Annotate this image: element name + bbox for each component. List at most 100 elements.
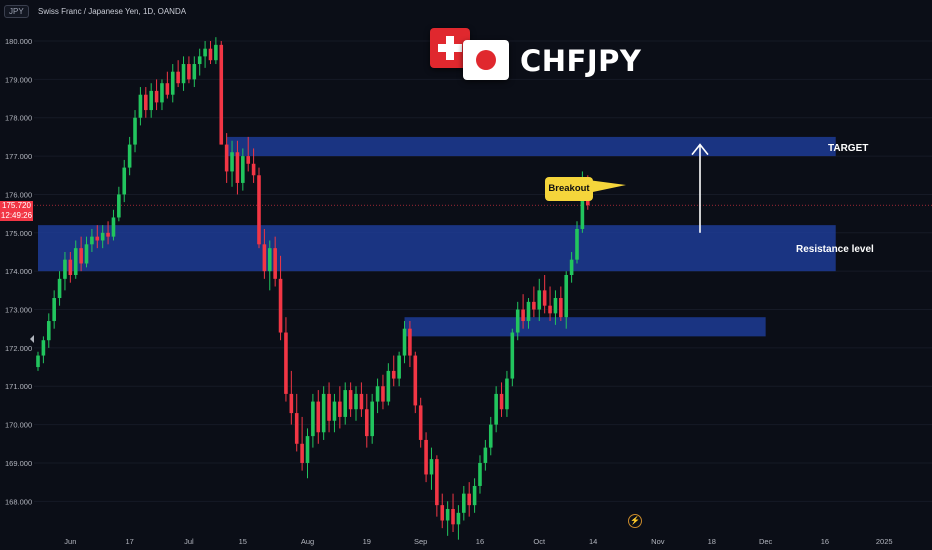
zone-target	[226, 136, 836, 157]
x-tick-label: Dec	[759, 537, 773, 546]
candle-body	[564, 275, 569, 318]
candle-body	[429, 459, 434, 475]
candle-body	[510, 332, 515, 379]
y-tick-label: 175.000	[5, 229, 32, 238]
candle-body	[332, 401, 337, 421]
candle-body	[251, 163, 256, 176]
candle-body	[397, 355, 401, 379]
y-tick-label: 174.000	[5, 267, 32, 276]
bar-countdown: 12:49:26	[0, 211, 33, 220]
candle-body	[117, 194, 121, 218]
candle-body	[90, 236, 94, 245]
japan-flag-icon	[463, 40, 509, 80]
candle-body	[224, 144, 229, 172]
candle-body	[219, 44, 224, 145]
candle-body	[526, 301, 531, 322]
candle-body	[63, 259, 67, 279]
x-tick-label: Aug	[301, 537, 314, 546]
candle-body	[408, 328, 412, 356]
candle-body	[41, 340, 46, 356]
candle-body	[170, 71, 175, 95]
candle-body	[532, 301, 536, 310]
candle-body	[348, 390, 353, 410]
candle-body	[316, 401, 321, 433]
candle-body	[79, 248, 83, 264]
y-tick-label: 172.000	[5, 344, 32, 353]
candles	[36, 37, 590, 540]
y-tick-label: 176.000	[5, 190, 32, 199]
y-tick-label: 177.000	[5, 152, 32, 161]
candle-body	[294, 413, 299, 444]
scroll-left-icon[interactable]	[30, 335, 34, 343]
candle-body	[230, 152, 234, 172]
candle-body	[542, 290, 547, 306]
candle-body	[181, 64, 186, 84]
price-axis[interactable]: 180.000 179.000 178.000 177.000 176.000 175.0…	[5, 37, 32, 506]
candle-body	[521, 309, 525, 322]
x-tick-label: 2025	[876, 537, 893, 546]
candle-body	[46, 321, 51, 341]
symbol-badge[interactable]: JPY	[4, 5, 29, 18]
candle-body	[445, 508, 450, 521]
candle-body	[111, 217, 116, 237]
price-zones	[38, 136, 836, 337]
time-axis[interactable]: Jun 17 Jul 15 Aug 19 Sep 16 Oct 14 Nov 18 Dec 16 2025	[64, 537, 892, 546]
candle-body	[68, 259, 73, 275]
candle-body	[483, 447, 488, 463]
candle-body	[321, 393, 326, 433]
candle-body	[208, 48, 213, 61]
candle-body	[311, 401, 315, 437]
candle-body	[338, 401, 342, 417]
candle-body	[154, 90, 159, 103]
zone-resistance	[38, 225, 836, 272]
candle-body	[381, 386, 385, 402]
candle-body	[84, 244, 89, 264]
candle-body	[456, 512, 461, 525]
current-price-value: 175.720	[2, 201, 31, 210]
current-price-tag: 175.720 12:49:26	[0, 201, 33, 221]
x-tick-label: 14	[589, 537, 597, 546]
candle-body	[57, 278, 62, 299]
candle-body	[144, 94, 148, 111]
candle-body	[440, 505, 445, 521]
candle-body	[305, 436, 310, 463]
candle-body	[499, 393, 504, 410]
candle-body	[559, 298, 563, 318]
target-arrow-head	[691, 143, 709, 156]
y-tick-label: 179.000	[5, 75, 32, 84]
pair-title: CHFJPY	[520, 44, 642, 78]
candle-body	[273, 248, 277, 279]
target-zone-label: TARGET	[828, 143, 869, 154]
candle-body	[241, 156, 245, 183]
y-tick-label: 173.000	[5, 306, 32, 315]
candle-body	[370, 401, 374, 437]
lightning-icon[interactable]: ⚡	[628, 514, 642, 528]
candle-body	[580, 179, 585, 229]
y-tick-label: 169.000	[5, 459, 32, 468]
candle-body	[569, 259, 574, 275]
x-tick-label: Sep	[414, 537, 427, 546]
candle-body	[467, 493, 471, 506]
candle-body	[343, 390, 348, 417]
chart-title: Swiss Franc / Japanese Yen, 1D, OANDA	[38, 7, 187, 16]
candle-body	[138, 94, 143, 118]
candle-body	[160, 83, 164, 103]
x-tick-label: Jun	[64, 537, 76, 546]
y-tick-label: 171.000	[5, 382, 32, 391]
candle-body	[289, 393, 294, 414]
candle-body	[203, 48, 207, 57]
candle-body	[462, 493, 466, 513]
candle-body	[262, 244, 267, 272]
x-tick-label: 18	[708, 537, 716, 546]
candle-body	[95, 236, 100, 241]
candle-body	[127, 144, 132, 168]
candle-body	[553, 298, 558, 314]
candle-body	[187, 64, 191, 80]
candle-body	[267, 248, 272, 272]
y-tick-label: 170.000	[5, 421, 32, 430]
candle-body	[197, 56, 202, 65]
candle-body	[451, 508, 455, 525]
candle-body	[214, 44, 218, 61]
candle-body	[235, 152, 240, 183]
